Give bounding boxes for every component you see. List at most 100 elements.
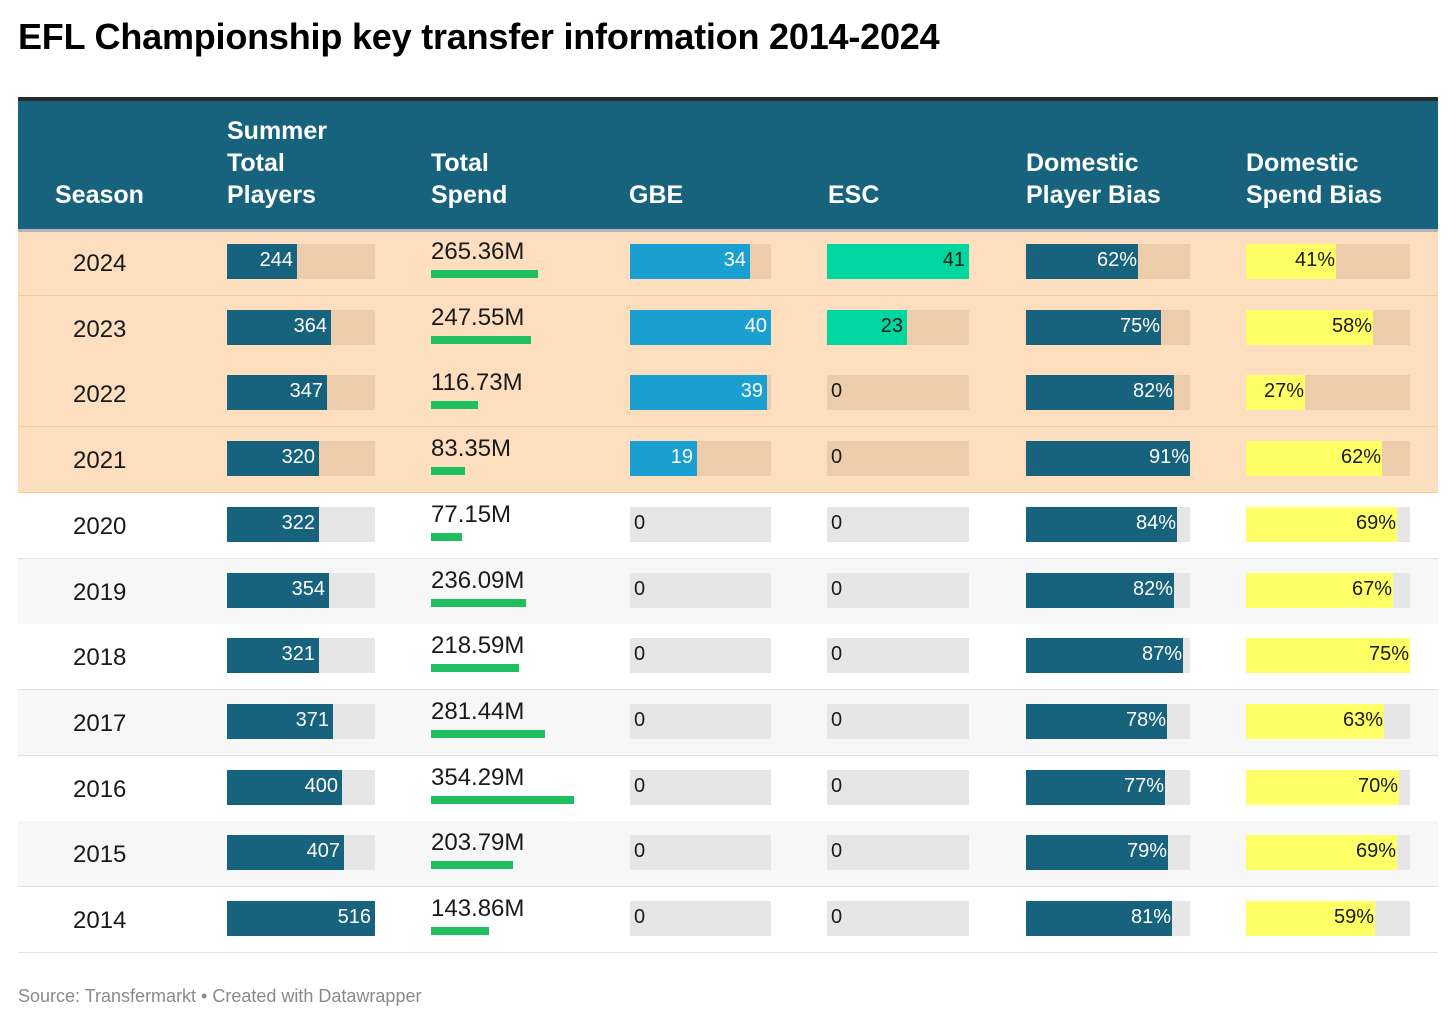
column-header-spend[interactable]: Total Spend	[431, 147, 507, 211]
domestic-player-bias-value-label: 77%	[1124, 774, 1165, 797]
esc-value-label: 0	[831, 840, 843, 863]
source-note: Source: Transfermarkt • Created with Dat…	[18, 986, 422, 1006]
table-row: 2017 371 281.44M 0 0 78% 63%	[18, 689, 1438, 756]
esc-bar-track: 0	[827, 703, 969, 739]
domestic-spend-bias-value-label: 69%	[1356, 511, 1397, 534]
column-header-dom-spend[interactable]: Domestic Spend Bias	[1246, 147, 1382, 211]
column-header-esc[interactable]: ESC	[828, 179, 879, 211]
chart-title: EFL Championship key transfer informatio…	[18, 16, 940, 57]
players-bar-track: 400	[227, 769, 375, 805]
domestic-spend-bias-bar	[1246, 835, 1397, 871]
esc-value-label: 0	[831, 380, 843, 403]
table-row: 2018 321 218.59M 0 0 87% 75%	[18, 624, 1438, 691]
total-spend-value: 354.29M	[431, 763, 525, 791]
header-top-rule	[18, 97, 1438, 101]
gbe-value-label: 0	[634, 906, 646, 928]
domestic-player-bias-bar	[1026, 901, 1172, 936]
season-cell: 2022	[73, 381, 127, 409]
gbe-bar	[630, 375, 767, 411]
table-header: Season Summer Total Players Total Spend GBE ESC…	[18, 101, 1438, 229]
domestic-player-bias-bar-track: 84%	[1026, 506, 1190, 542]
domestic-player-bias-bar-track: 75%	[1026, 309, 1190, 345]
domestic-player-bias-bar-track: 82%	[1026, 375, 1190, 411]
players-bar-track: 516	[227, 901, 375, 936]
total-spend-bar	[431, 335, 531, 344]
table-row: 2019 354 236.09M 0 0 82% 67%	[18, 558, 1438, 625]
total-spend-value: 218.59M	[431, 632, 525, 660]
players-value-label: 322	[281, 511, 315, 534]
column-header-season[interactable]: Season	[55, 179, 144, 211]
domestic-spend-bias-bar-track: 41%	[1246, 244, 1410, 279]
players-value-label: 354	[291, 577, 325, 600]
esc-value-label: 0	[831, 577, 843, 600]
domestic-spend-bias-bar	[1246, 506, 1397, 542]
domestic-player-bias-bar	[1026, 506, 1177, 542]
domestic-player-bias-value-label: 81%	[1131, 906, 1172, 928]
domestic-spend-bias-value-label: 59%	[1334, 906, 1375, 928]
domestic-spend-bias-value-label: 70%	[1358, 774, 1399, 797]
gbe-bar-track: 0	[630, 901, 771, 936]
domestic-spend-bias-value-label: 41%	[1295, 249, 1336, 271]
season-cell: 2020	[73, 512, 127, 540]
column-header-line: ESC	[828, 181, 880, 209]
row-divider	[18, 492, 1438, 494]
season-cell: 2024	[73, 250, 127, 277]
domestic-player-bias-bar-track: 78%	[1026, 703, 1190, 739]
gbe-bar-track: 19	[630, 441, 771, 477]
players-value-label: 347	[289, 380, 323, 403]
gbe-value-label: 34	[723, 249, 746, 271]
gbe-bar-track: 34	[630, 244, 771, 279]
players-value-label: 371	[295, 708, 329, 731]
players-bar	[227, 441, 319, 477]
domestic-player-bias-bar-track: 77%	[1026, 769, 1190, 805]
players-bar-track: 347	[227, 375, 375, 411]
domestic-player-bias-value-label: 87%	[1142, 643, 1183, 666]
column-header-line: Season	[55, 181, 144, 209]
table-row: 2023 364 247.55M 40 23 75% 58%	[18, 295, 1438, 362]
row-divider	[18, 754, 1438, 756]
gbe-value-label: 0	[634, 511, 646, 534]
domestic-spend-bias-bar-track: 27%	[1246, 375, 1410, 411]
total-spend-value: 116.73M	[431, 369, 523, 397]
domestic-spend-bias-value-label: 75%	[1369, 643, 1410, 666]
gbe-bar	[630, 441, 697, 477]
gbe-value-label: 40	[744, 314, 767, 337]
players-bar	[227, 244, 297, 279]
column-header-line: Player Bias	[1026, 181, 1161, 209]
column-header-players[interactable]: Summer Total Players	[227, 115, 327, 211]
esc-bar-track: 0	[827, 375, 969, 411]
domestic-player-bias-bar-track: 91%	[1026, 441, 1190, 477]
domestic-spend-bias-bar-track: 75%	[1246, 638, 1410, 674]
total-spend-bar	[431, 598, 526, 607]
row-divider	[18, 557, 1438, 559]
players-bar	[227, 901, 375, 936]
players-bar	[227, 703, 333, 739]
gbe-bar-track: 0	[630, 835, 771, 871]
gbe-bar-track: 0	[630, 572, 771, 608]
players-value-label: 321	[281, 643, 315, 666]
gbe-bar-track: 39	[630, 375, 771, 411]
total-spend-value: 265.36M	[431, 238, 525, 265]
domestic-player-bias-value-label: 79%	[1127, 840, 1168, 863]
gbe-value-label: 0	[634, 708, 646, 731]
domestic-player-bias-value-label: 82%	[1133, 577, 1174, 600]
row-divider	[18, 295, 1438, 296]
domestic-player-bias-bar-track: 79%	[1026, 835, 1190, 871]
domestic-player-bias-bar	[1026, 769, 1165, 805]
total-spend-bar	[431, 664, 519, 673]
players-bar-track: 407	[227, 835, 375, 871]
domestic-player-bias-bar-track: 62%	[1026, 244, 1190, 279]
row-divider	[18, 426, 1438, 428]
row-divider	[18, 886, 1438, 888]
domestic-spend-bias-bar-track: 69%	[1246, 835, 1410, 871]
column-header-dom-player[interactable]: Domestic Player Bias	[1026, 147, 1161, 211]
table-row: 2020 322 77.15M 0 0 84% 69%	[18, 492, 1438, 559]
column-header-gbe[interactable]: GBE	[629, 179, 683, 211]
total-spend-bar	[431, 927, 489, 935]
gbe-value-label: 0	[634, 577, 646, 600]
season-cell: 2014	[73, 907, 127, 934]
column-header-line: Domestic	[1026, 149, 1139, 177]
domestic-spend-bias-value-label: 27%	[1264, 380, 1305, 403]
row-divider	[18, 360, 1438, 362]
total-spend-bar	[431, 270, 538, 278]
